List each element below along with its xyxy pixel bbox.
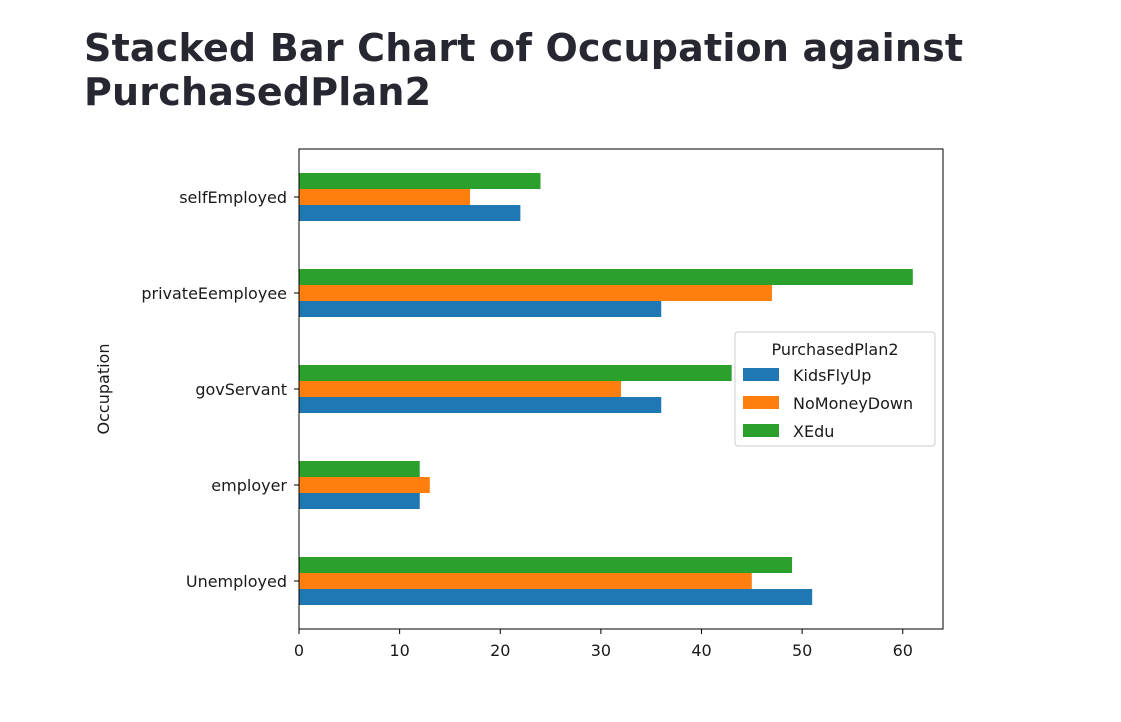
legend-label-xedu: XEdu (793, 422, 834, 441)
x-tick-label-40: 40 (691, 641, 711, 660)
page-title: Stacked Bar Chart of Occupation against … (84, 26, 964, 114)
x-tick-label-10: 10 (389, 641, 409, 660)
bar-gov-servant-kids-fly-up (299, 397, 662, 413)
bar-gov-servant-xedu (299, 365, 732, 381)
legend-box (734, 331, 936, 447)
bar-self-employed-xedu (299, 173, 541, 189)
x-tick-label-0: 0 (294, 641, 304, 660)
x-tick-label-20: 20 (490, 641, 510, 660)
bar-employer-xedu (299, 461, 420, 477)
bar-unemployed-xedu (299, 557, 793, 573)
x-tick-label-30: 30 (591, 641, 611, 660)
bar-employer-no-money-down (299, 477, 430, 493)
bar-private-eemployee-kids-fly-up (299, 301, 662, 317)
bar-self-employed-kids-fly-up (299, 205, 521, 221)
legend: PurchasedPlan2 KidsFlyUp NoMoneyDown XEdu (734, 331, 936, 447)
ticks-layer: Unemployed employer govServant privateEempl… (141, 188, 913, 660)
bar-private-eemployee-no-money-down (299, 285, 772, 301)
legend-swatch-kids-fly-up (743, 368, 779, 381)
bar-unemployed-kids-fly-up (299, 589, 813, 605)
bar-unemployed-no-money-down (299, 573, 752, 589)
y-axis-label: Occupation (94, 344, 113, 435)
bar-gov-servant-no-money-down (299, 381, 621, 397)
bars-layer (299, 173, 913, 605)
y-tick-label-unemployed: Unemployed (186, 572, 287, 591)
y-tick-label-gov-servant: govServant (195, 380, 287, 399)
x-tick-label-50: 50 (792, 641, 812, 660)
legend-label-no-money-down: NoMoneyDown (793, 394, 913, 413)
y-tick-label-employer: employer (211, 476, 287, 495)
y-tick-label-private-eemployee: privateEemployee (141, 284, 287, 303)
bar-self-employed-no-money-down (299, 189, 471, 205)
x-tick-label-60: 60 (893, 641, 913, 660)
legend-swatch-no-money-down (743, 396, 779, 409)
y-tick-label-self-employed: selfEmployed (179, 188, 287, 207)
legend-title: PurchasedPlan2 (771, 340, 898, 359)
legend-swatch-xedu (743, 424, 779, 437)
legend-label-kids-fly-up: KidsFlyUp (793, 366, 871, 385)
bar-employer-kids-fly-up (299, 493, 420, 509)
bar-private-eemployee-xedu (299, 269, 913, 285)
